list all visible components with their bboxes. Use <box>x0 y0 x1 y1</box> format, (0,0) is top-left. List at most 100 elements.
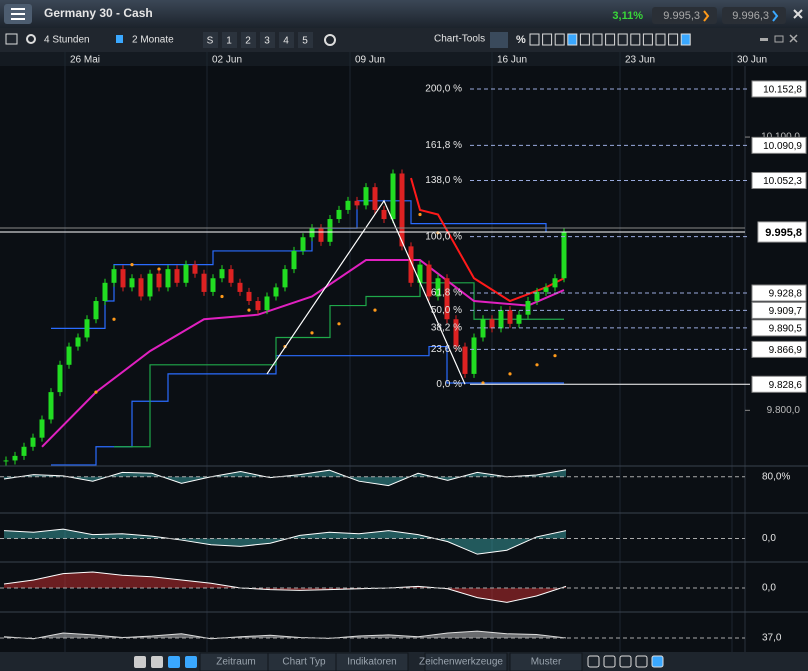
zoom-icon[interactable] <box>619 655 632 668</box>
window-icon[interactable] <box>760 38 768 41</box>
window-icon[interactable] <box>774 35 784 43</box>
tool-icons <box>529 33 691 46</box>
bottom-tabs: Zeitraum Chart Typ Indikatoren Zeichenwerkz… <box>134 652 664 671</box>
ask-box[interactable] <box>722 7 786 24</box>
candle <box>462 346 468 374</box>
candle <box>273 287 279 297</box>
tool-icon[interactable] <box>655 33 666 46</box>
tool-icon[interactable] <box>630 33 641 46</box>
tab[interactable] <box>335 652 409 671</box>
candle <box>48 392 54 420</box>
price-box <box>751 136 807 154</box>
fib-label: 100,0 % <box>425 231 462 242</box>
tab-label[interactable]: Indikatoren <box>347 657 396 668</box>
candle <box>516 314 522 324</box>
preset-button[interactable] <box>222 32 237 48</box>
preset-button[interactable] <box>298 32 313 48</box>
tool-icon[interactable] <box>529 33 540 46</box>
tab[interactable] <box>424 652 508 671</box>
lock-icon[interactable] <box>116 35 123 43</box>
tool-icon[interactable] <box>680 33 691 46</box>
candle <box>471 337 477 374</box>
bottom-icon[interactable] <box>134 656 146 668</box>
date-label: 30 Jun <box>737 55 767 66</box>
panel-line <box>3 630 567 640</box>
zoom-icon[interactable] <box>587 655 600 668</box>
bottom-icon[interactable] <box>185 656 197 668</box>
tool-icon[interactable] <box>542 33 553 46</box>
percent-tool[interactable]: % <box>516 34 526 46</box>
tool-icon[interactable] <box>642 33 653 46</box>
preset-button[interactable] <box>203 32 218 48</box>
tool-icon[interactable] <box>668 33 679 46</box>
price-box <box>751 340 807 358</box>
candle <box>39 419 45 438</box>
zoom-icon[interactable] <box>635 655 648 668</box>
ask: 9.996,3 <box>732 10 769 22</box>
date-axis <box>0 52 808 66</box>
settings-icon[interactable] <box>26 34 36 44</box>
preset[interactable]: 4 <box>283 36 289 47</box>
zoom-icon[interactable] <box>651 655 664 668</box>
tab-label[interactable]: Chart Typ <box>282 657 326 668</box>
preset[interactable]: 3 <box>264 36 270 47</box>
preset[interactable]: 5 <box>302 36 308 47</box>
preset-button[interactable] <box>260 32 275 48</box>
preset[interactable]: 1 <box>226 36 232 47</box>
candle <box>174 269 180 283</box>
candle <box>345 200 351 210</box>
candle <box>246 291 252 302</box>
preset[interactable]: S <box>207 36 214 47</box>
tool-button[interactable] <box>490 32 508 48</box>
candle <box>363 187 369 206</box>
chart-tools-label: Chart-Tools <box>434 34 485 45</box>
tab-label[interactable]: Muster <box>531 657 562 668</box>
candle <box>129 278 135 288</box>
sar-dot <box>337 322 341 326</box>
candle <box>210 278 216 292</box>
bottom-icon[interactable] <box>151 656 163 668</box>
tab-label[interactable]: Zeichenwerkzeuge <box>419 657 503 668</box>
candle <box>282 269 288 288</box>
panel-level-label: 0,0 <box>762 583 776 594</box>
tab-label[interactable]: Zeitraum <box>216 657 255 668</box>
tool-icon[interactable] <box>605 33 616 46</box>
layout-icon[interactable] <box>5 33 18 45</box>
fib-label: 161,8 % <box>425 140 462 151</box>
tool-icon[interactable] <box>554 33 565 46</box>
candle <box>219 269 225 279</box>
interval[interactable]: 4 Stunden <box>44 35 90 46</box>
window-icon[interactable] <box>789 34 798 43</box>
preset[interactable]: 2 <box>245 36 251 47</box>
fib-label: 200,0 % <box>425 84 462 95</box>
candle <box>102 282 108 302</box>
date-label: 16 Jun <box>497 55 527 66</box>
candle <box>3 460 9 462</box>
sar-dot <box>130 262 134 267</box>
candle <box>165 269 171 288</box>
bid-box[interactable] <box>652 7 717 24</box>
tool-icon[interactable] <box>567 33 578 46</box>
panel-level-label: 80,0% <box>762 471 790 482</box>
candle <box>354 200 360 206</box>
tool-icon[interactable] <box>579 33 590 46</box>
bottom-icon[interactable] <box>168 656 180 668</box>
panel-level-label: 0,0 <box>762 533 776 544</box>
candle <box>426 264 432 297</box>
zoom-icon[interactable] <box>603 655 616 668</box>
settings-icon[interactable] <box>324 34 336 46</box>
close-button[interactable] <box>793 9 803 19</box>
candle <box>534 291 540 302</box>
preset-button[interactable] <box>279 32 294 48</box>
tool-icon[interactable] <box>592 33 603 46</box>
panel-area <box>4 572 566 603</box>
range[interactable]: 2 Monate <box>132 35 174 46</box>
preset-button[interactable] <box>241 32 256 48</box>
fib-label: 138,0 % <box>425 175 462 186</box>
candle <box>75 337 81 347</box>
candle <box>120 269 126 288</box>
tab[interactable] <box>509 652 583 671</box>
date-label: 23 Jun <box>625 55 655 66</box>
tool-icon[interactable] <box>617 33 628 46</box>
chart: 26 Mai 02 Jun 09 Jun 16 Jun 23 Jun 30 Jun 9.80… <box>0 52 808 652</box>
